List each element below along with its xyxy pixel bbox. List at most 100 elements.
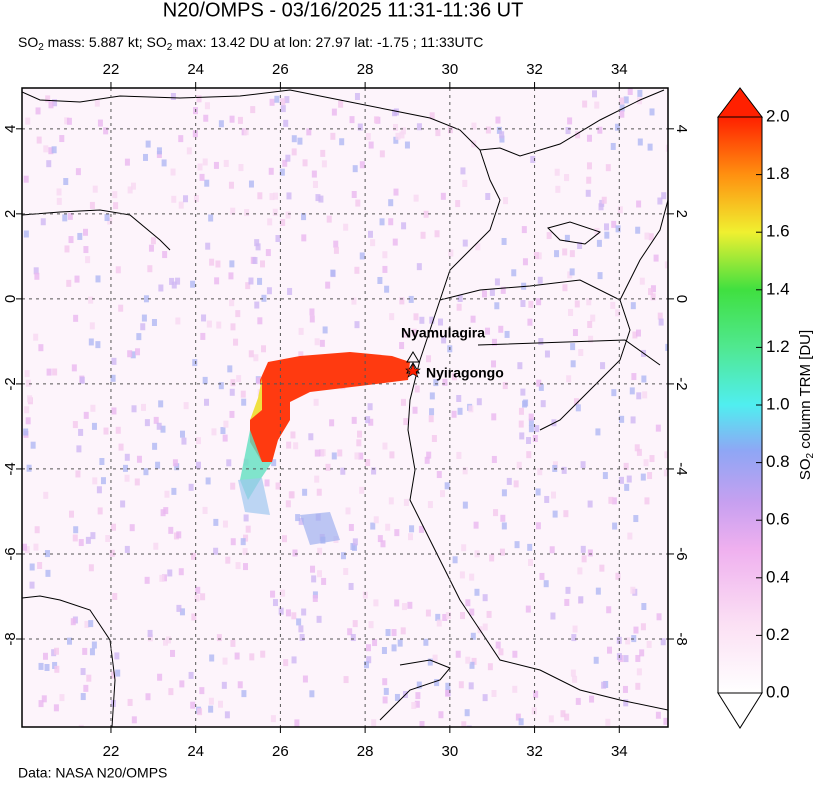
speckle-pixel — [254, 301, 260, 309]
speckle-pixel — [416, 681, 422, 689]
speckle-pixel — [215, 260, 221, 268]
y-tick-label: 4 — [673, 125, 690, 133]
speckle-pixel — [267, 218, 273, 226]
speckle-pixel — [161, 574, 167, 582]
speckle-pixel — [43, 491, 49, 499]
y-tick-label: -8 — [673, 632, 690, 645]
y-tick-label: 2 — [2, 210, 19, 218]
speckle-pixel — [75, 168, 81, 176]
speckle-pixel — [23, 428, 29, 436]
speckle-pixel — [455, 650, 461, 658]
speckle-pixel — [357, 430, 363, 438]
speckle-pixel — [34, 526, 40, 534]
speckle-pixel — [298, 625, 304, 633]
speckle-pixel — [330, 269, 336, 277]
speckle-pixel — [313, 398, 319, 406]
speckle-pixel — [537, 468, 543, 476]
speckle-pixel — [491, 690, 497, 698]
speckle-pixel — [314, 475, 320, 483]
x-tick-label: 26 — [272, 743, 289, 760]
speckle-pixel — [445, 689, 451, 697]
speckle-pixel — [536, 252, 542, 260]
speckle-pixel — [517, 362, 523, 370]
speckle-pixel — [572, 625, 578, 633]
speckle-pixel — [179, 608, 185, 616]
speckle-pixel — [178, 135, 184, 143]
speckle-pixel — [350, 634, 356, 642]
speckle-pixel — [271, 459, 277, 467]
speckle-pixel — [481, 290, 487, 298]
speckle-pixel — [36, 136, 42, 144]
speckle-pixel — [611, 497, 617, 505]
speckle-pixel — [77, 232, 83, 240]
speckle-pixel — [365, 416, 371, 424]
speckle-pixel — [564, 174, 570, 182]
speckle-pixel — [73, 526, 79, 534]
speckle-pixel — [610, 142, 616, 150]
speckle-pixel — [221, 681, 227, 689]
speckle-pixel — [399, 131, 405, 139]
speckle-pixel — [22, 543, 28, 551]
speckle-pixel — [179, 680, 185, 688]
speckle-pixel — [44, 550, 50, 558]
speckle-pixel — [88, 296, 94, 304]
speckle-pixel — [575, 131, 581, 139]
speckle-pixel — [485, 126, 491, 134]
colorbar-tick-label: 0.2 — [766, 625, 790, 644]
speckle-pixel — [213, 518, 219, 526]
speckle-pixel — [120, 500, 126, 508]
speckle-pixel — [539, 572, 545, 580]
speckle-pixel — [286, 441, 292, 449]
speckle-pixel — [572, 329, 578, 337]
speckle-pixel — [424, 456, 430, 464]
speckle-pixel — [457, 294, 463, 302]
speckle-pixel — [283, 659, 289, 667]
speckle-pixel — [642, 391, 648, 399]
speckle-pixel — [411, 328, 417, 336]
speckle-pixel — [581, 555, 587, 563]
speckle-pixel — [536, 298, 542, 306]
speckle-pixel — [598, 203, 604, 211]
speckle-pixel — [40, 218, 46, 226]
colorbar-tick-label: 0.6 — [766, 510, 790, 529]
speckle-pixel — [52, 661, 58, 669]
speckle-pixel — [549, 546, 555, 554]
speckle-pixel — [368, 141, 374, 149]
x-tick-label: 26 — [272, 61, 289, 78]
speckle-pixel — [272, 208, 278, 216]
speckle-pixel — [25, 117, 31, 125]
speckle-pixel — [51, 146, 57, 154]
speckle-pixel — [56, 197, 62, 205]
speckle-pixel — [89, 648, 95, 656]
speckle-pixel — [489, 288, 495, 296]
speckle-pixel — [570, 669, 576, 677]
speckle-pixel — [660, 638, 666, 646]
speckle-pixel — [394, 529, 400, 537]
speckle-pixel — [311, 575, 317, 583]
speckle-pixel — [534, 425, 540, 433]
speckle-pixel — [112, 191, 118, 199]
speckle-pixel — [339, 138, 345, 146]
speckle-pixel — [461, 721, 467, 727]
speckle-pixel — [470, 315, 476, 323]
speckle-pixel — [90, 404, 96, 412]
speckle-pixel — [97, 119, 103, 127]
speckle-pixel — [33, 267, 39, 275]
speckle-pixel — [290, 431, 296, 439]
speckle-pixel — [471, 657, 477, 665]
speckle-pixel — [476, 398, 482, 406]
speckle-pixel — [397, 639, 403, 647]
speckle-pixel — [436, 471, 442, 479]
speckle-pixel — [459, 571, 465, 579]
speckle-pixel — [356, 439, 362, 447]
speckle-pixel — [352, 165, 358, 173]
speckle-pixel — [37, 561, 43, 569]
speckle-pixel — [573, 398, 579, 406]
speckle-pixel — [537, 276, 543, 284]
speckle-pixel — [354, 266, 360, 274]
speckle-pixel — [347, 628, 353, 636]
speckle-pixel — [366, 644, 372, 652]
speckle-pixel — [127, 698, 133, 706]
speckle-pixel — [525, 605, 531, 613]
speckle-pixel — [636, 200, 642, 208]
